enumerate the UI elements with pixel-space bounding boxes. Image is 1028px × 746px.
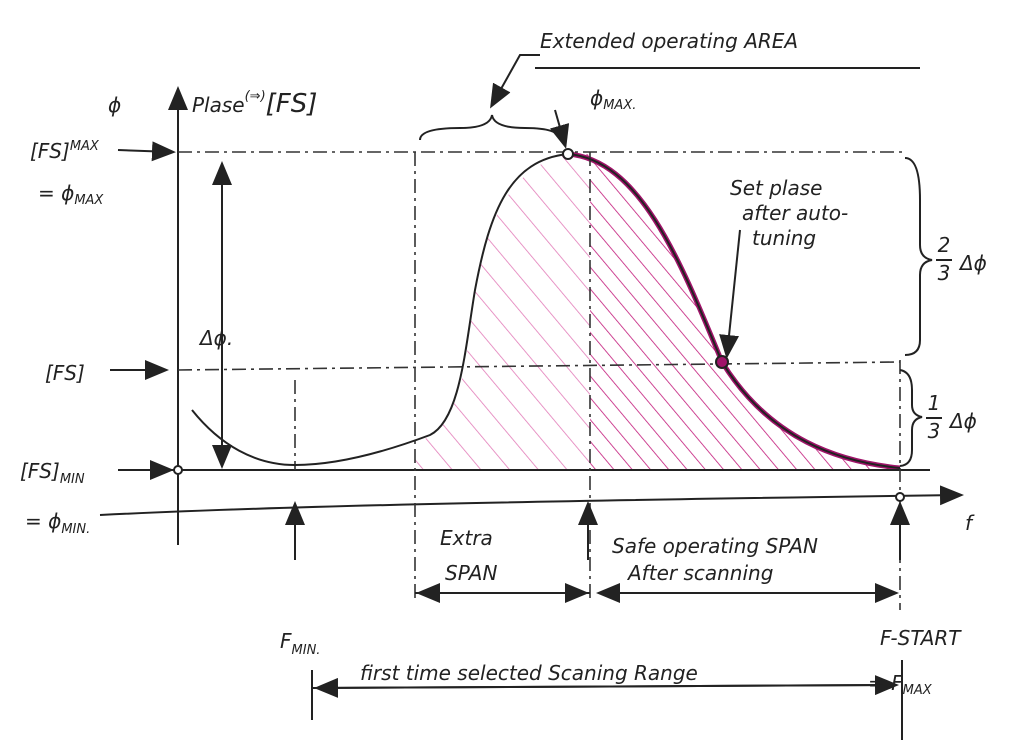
scan-arrow-back [314,677,891,698]
fs-max-label: [FS]MAX [30,139,100,163]
scan-range-label: first time selected Scaning Range [360,661,698,685]
phi-max-left-main: = ϕ [38,181,74,205]
one-third-den: 3 [928,419,941,443]
one-third-num: 1 [928,391,941,415]
fs-max-sub: MAX [70,139,100,154]
two-thirds-den: 3 [938,261,951,285]
min-point [173,465,183,475]
phase-axis-label: Plase(⇒)[FS] [192,89,317,119]
f-min-sub: MIN. [292,643,321,658]
f-max-label: = FMAX [868,671,933,698]
safe-span-2: After scanning [626,561,773,585]
fsmax-arrow [117,141,176,162]
safe-span-area [568,154,900,470]
extra-span-1: Extra [440,526,493,550]
fs-label: [FS] [45,361,85,385]
phi-max-top-sub: MAX. [603,98,636,113]
phi-max-left: = ϕMAX [38,181,104,208]
two-thirds-num: 2 [938,233,951,257]
extended-brace [419,114,561,141]
set-phase-3: tuning [752,226,816,250]
start-point [895,492,905,502]
phase-tail: [FS] [266,89,318,119]
extended-pointer [490,54,540,109]
fs-min-main: [FS] [20,459,60,483]
x-axis [99,485,964,516]
f-min-main: F [280,629,292,653]
set-phase-2: after auto- [742,201,848,225]
phase-sup: (⇒) [245,89,266,104]
phi-min-main: = ϕ [25,509,61,533]
set-phase-1: Set plase [730,176,822,200]
f-max-main: = F [868,671,903,695]
phi-max-left-sub: MAX [74,193,104,208]
delta-phi-label: Δϕ. [198,326,233,350]
two-thirds-text: Δϕ [958,251,987,275]
phi-min-sub: MIN. [61,522,90,537]
phimax-arrow [549,109,570,149]
phase-curve [191,152,901,469]
fs-min-sub: MIN [60,472,85,487]
phi-axis-label: ϕ [108,93,121,117]
phase-main: Plase [192,93,245,117]
two-thirds-brace [904,157,933,356]
extended-label: Extended operating AREA [540,29,798,53]
set-arrow [719,229,741,359]
fs-guide [177,361,901,371]
max-point [562,148,574,160]
one-third-brace [899,369,923,467]
f-start-label: F-START [880,626,962,650]
one-third-text: Δϕ [948,409,977,433]
extra-span-2: SPAN [445,561,497,585]
set-point [715,355,729,369]
phi-max-top-main: ϕ [590,86,603,110]
fs-min-label: [FS]MIN [20,459,85,487]
f-min-label: FMIN. [280,629,320,658]
safe-span-1: Safe operating SPAN [612,534,818,558]
phi-min-label: = ϕMIN. [25,509,90,537]
f-max-sub: MAX [903,683,933,698]
fs-max-main: [FS] [30,139,70,163]
f-axis-label: f [965,511,975,535]
phi-max-top: ϕMAX. [590,86,636,113]
extra-span-area [415,154,590,470]
